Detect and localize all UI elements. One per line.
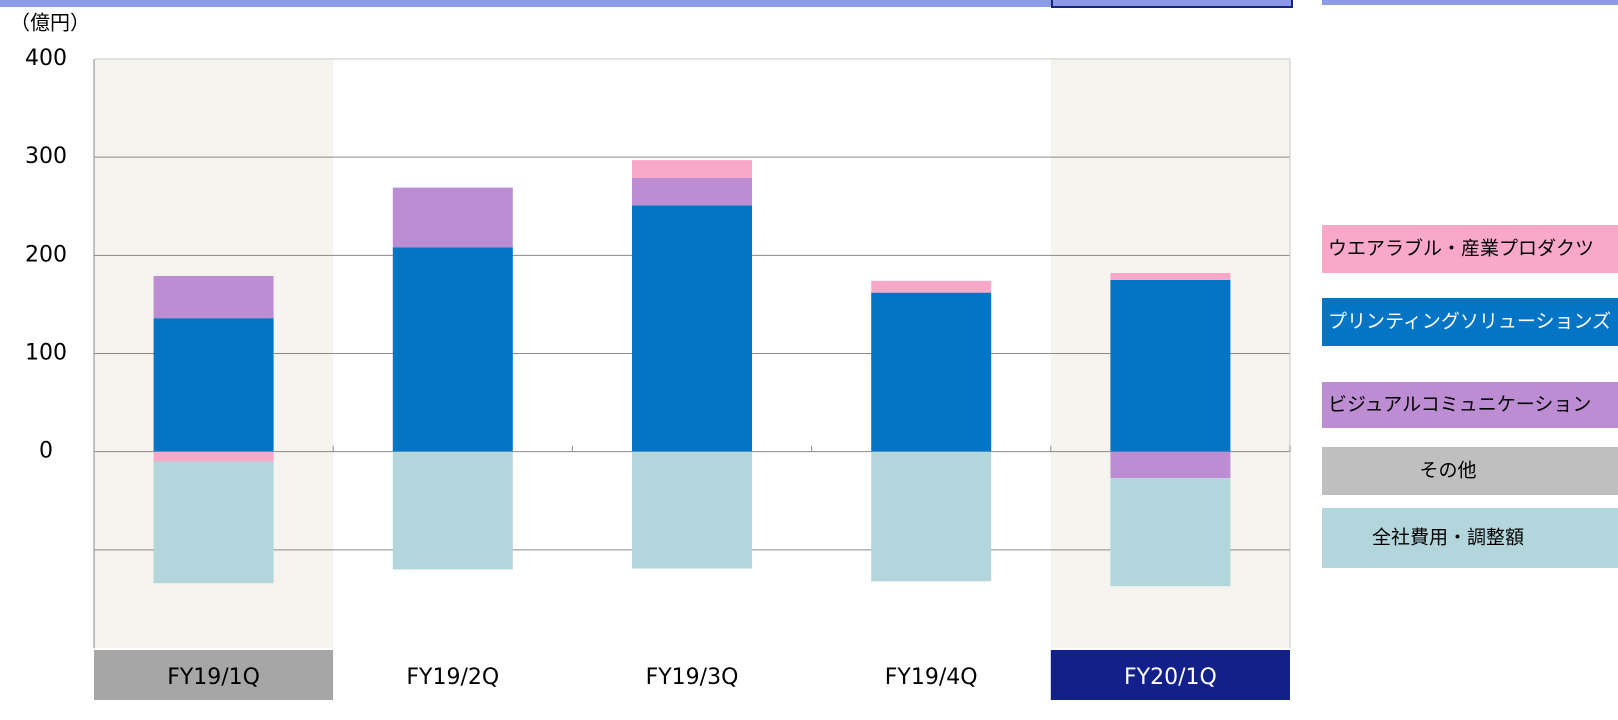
bar-segment (153, 275, 274, 319)
bar-segment (632, 177, 752, 206)
x-tick-label: FY19/4Q (885, 665, 978, 690)
bar-segment (1110, 478, 1231, 587)
legend-swatch (1322, 225, 1618, 273)
unit-label: （億円） (10, 11, 90, 35)
bar-segment (153, 461, 274, 584)
y-tick-label: 0 (39, 439, 53, 464)
legend-label: ビジュアルコミュニケーション (1328, 394, 1591, 416)
top-box (1051, 0, 1293, 8)
bar-segment (1110, 451, 1231, 479)
x-tick-label: FY19/3Q (646, 665, 739, 690)
x-tick-label: FY20/1Q (1124, 665, 1217, 690)
bar-segment (392, 187, 513, 248)
x-tick-label: FY19/1Q (167, 665, 260, 690)
category-box (94, 650, 334, 700)
legend-label: その他 (1419, 460, 1476, 482)
bar-segment (871, 292, 992, 452)
bar-segment (1110, 273, 1231, 280)
bar-segment (153, 318, 274, 452)
bar-segment (1110, 279, 1231, 452)
y-tick-label: 400 (25, 46, 67, 71)
category-box (572, 650, 812, 700)
bar-segment (153, 451, 274, 462)
legend-swatch (1322, 298, 1618, 346)
category-box (333, 650, 573, 700)
top-strip (0, 0, 1290, 7)
legend-swatch (1322, 382, 1618, 428)
bar-segment (632, 205, 752, 452)
category-box (811, 650, 1051, 700)
legend-swatch (1322, 447, 1618, 495)
legend-label: 全社費用・調整額 (1372, 527, 1524, 549)
bar-segment (871, 280, 992, 293)
bar-segment (632, 451, 752, 569)
category-box (1050, 650, 1290, 700)
bar-segment (392, 247, 513, 452)
bar-segment (632, 160, 752, 178)
x-tick-label: FY19/2Q (406, 665, 499, 690)
y-tick-label: 100 (25, 341, 67, 366)
top-strip-right (1322, 0, 1618, 5)
legend-swatch (1322, 508, 1618, 568)
legend-label: ウエアラブル・産業プロダクツ (1328, 237, 1594, 260)
bar-segment (392, 451, 513, 570)
bar-segment (871, 451, 992, 582)
y-tick-label: 200 (25, 242, 67, 267)
y-tick-label: 300 (25, 144, 67, 169)
legend-label: プリンティングソリューションズ (1328, 311, 1611, 333)
